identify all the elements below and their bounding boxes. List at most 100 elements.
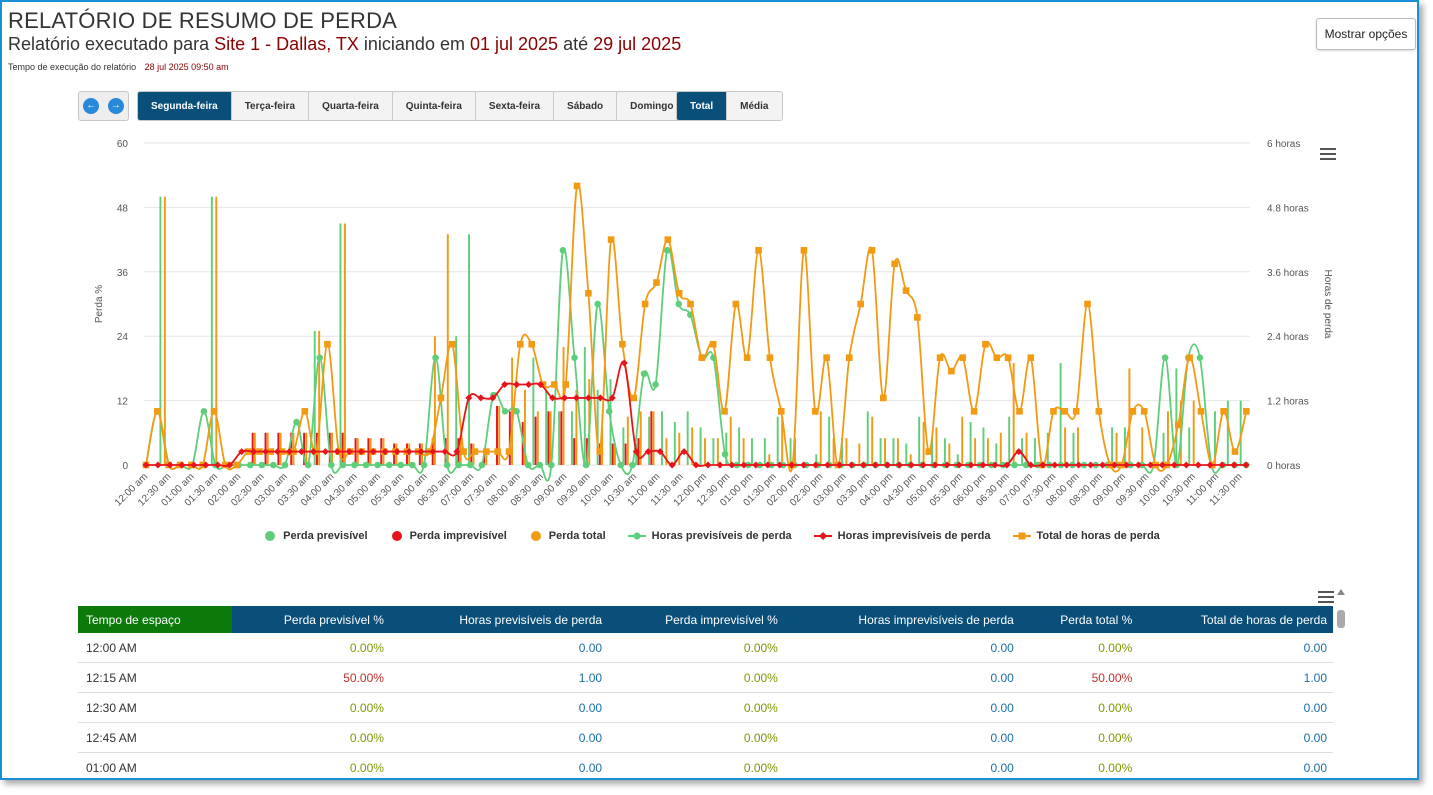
arrow-left-icon[interactable]: ← <box>83 98 100 114</box>
point-2-56 <box>777 408 785 415</box>
tab-day-3[interactable]: Quinta-feira <box>392 92 476 120</box>
bar-2-36 <box>614 443 616 465</box>
bar-0-83 <box>1213 411 1216 465</box>
table-cell: 0.00% <box>232 633 390 663</box>
bar-0-40 <box>660 411 663 465</box>
table-cell: 0.00% <box>1019 752 1139 778</box>
bar-2-32 <box>562 346 565 465</box>
bar-2-44 <box>716 438 719 465</box>
column-header-5[interactable]: Perda total % <box>1019 606 1139 633</box>
tab-mode-1[interactable]: Média <box>727 92 782 120</box>
point-1-41 <box>632 448 640 456</box>
table-cell: 0.00 <box>1138 692 1333 723</box>
legend-item-5[interactable]: Total de horas de perda <box>1012 530 1160 542</box>
point-2-47 <box>675 289 683 297</box>
point-0-38 <box>582 461 590 469</box>
legend-label: Perda imprevisível <box>409 530 507 542</box>
point-0-16 <box>327 461 335 469</box>
bar-0-81 <box>1188 427 1191 465</box>
legend-item-4[interactable]: Horas imprevisíveis de perda <box>813 530 991 542</box>
bar-2-61 <box>935 427 938 465</box>
table-cell: 0.00% <box>608 692 784 723</box>
tab-mode-0[interactable]: Total <box>677 92 728 120</box>
tab-day-5[interactable]: Sábado <box>554 92 618 120</box>
point-2-63 <box>857 300 864 308</box>
point-2-6 <box>210 408 218 415</box>
bar-0-69 <box>1033 438 1036 465</box>
legend-item-2[interactable]: Perda total <box>529 530 606 542</box>
tab-day-2[interactable]: Quarta-feira <box>309 92 393 120</box>
y-axis-label: Perda % <box>94 285 105 323</box>
tab-day-6[interactable]: Domingo <box>617 92 687 120</box>
legend-item-3[interactable]: Horas previsíveis de perda <box>627 530 792 542</box>
table-scrollbar[interactable] <box>1336 588 1346 778</box>
bar-1-8 <box>251 432 254 465</box>
tab-day-4[interactable]: Sexta-feira <box>475 92 555 120</box>
legend-item-1[interactable]: Perda imprevisível <box>390 530 507 542</box>
bar-1-36 <box>611 443 614 465</box>
tab-day-1[interactable]: Terça-feira <box>231 92 310 120</box>
y2-tick-label: 1.2 horas <box>1267 397 1309 408</box>
bar-2-65 <box>986 438 989 465</box>
table-cell: 12:15 AM <box>78 662 232 693</box>
bar-2-31 <box>549 411 552 465</box>
arrow-right-icon[interactable]: → <box>107 98 124 114</box>
point-0-9 <box>246 461 254 469</box>
point-1-89 <box>1206 461 1214 469</box>
bar-1-33 <box>573 438 576 465</box>
tab-day-0[interactable]: Segunda-feira <box>138 92 232 120</box>
column-header-3[interactable]: Perda imprevisível % <box>608 606 784 633</box>
legend-item-0[interactable]: Perda previsível <box>263 530 368 542</box>
series-line-2 <box>145 183 1248 473</box>
point-1-21 <box>393 448 401 456</box>
bar-2-35 <box>601 427 604 465</box>
bar-0-5 <box>210 196 213 465</box>
bar-0-72 <box>1072 432 1075 465</box>
column-header-4[interactable]: Horas imprevisíveis de perda <box>783 606 1020 633</box>
point-1-81 <box>1110 461 1118 469</box>
column-header-1[interactable]: Perda previsível % <box>232 606 390 633</box>
point-1-3 <box>178 461 186 469</box>
point-1-27 <box>465 394 473 402</box>
point-0-19 <box>362 461 370 469</box>
point-2-96 <box>1231 448 1239 455</box>
table-menu-icon[interactable] <box>1318 591 1334 603</box>
column-header-0[interactable]: Tempo de espaço <box>78 606 232 633</box>
table-cell: 0.00% <box>1019 722 1139 753</box>
bar-0-35 <box>596 389 599 465</box>
point-1-33 <box>537 381 545 388</box>
point-2-14 <box>301 408 309 415</box>
bar-0-64 <box>969 422 972 465</box>
point-0-11 <box>270 461 277 469</box>
bar-0-66 <box>995 443 998 465</box>
point-0-42 <box>629 461 636 469</box>
legend-label: Horas previsíveis de perda <box>651 530 792 542</box>
table-cell: 0.00% <box>232 692 390 723</box>
exec-time-value: 28 jul 2025 09:50 am <box>144 62 229 72</box>
mode-tabs: Total Média <box>676 91 783 121</box>
point-1-45 <box>680 448 688 456</box>
table-cell: 12:45 AM <box>78 722 232 753</box>
point-1-66 <box>931 461 939 469</box>
column-header-2[interactable]: Horas previsíveis de perda <box>389 606 609 633</box>
point-2-78 <box>1027 354 1035 361</box>
point-2-55 <box>766 354 774 361</box>
subtitle-until: até <box>563 34 589 54</box>
table-row: 01:00 AM 0.00% 0.00 0.00% 0.00 0.00% 0.00 <box>78 752 1333 778</box>
bar-2-79 <box>1167 411 1169 465</box>
chart-menu-icon[interactable] <box>1320 148 1336 160</box>
point-2-37 <box>562 381 570 388</box>
point-1-76 <box>1051 461 1059 469</box>
bar-0-31 <box>545 389 548 465</box>
bar-2-42 <box>691 427 694 465</box>
column-header-6[interactable]: Total de horas de perda <box>1138 606 1333 633</box>
point-2-91 <box>1174 421 1182 429</box>
show-options-button[interactable]: Mostrar opções <box>1316 18 1416 50</box>
point-0-10 <box>258 461 266 469</box>
bar-0-33 <box>570 411 573 465</box>
point-1-65 <box>919 461 927 469</box>
point-0-40 <box>605 408 613 415</box>
point-0-76 <box>1022 461 1030 469</box>
bar-2-59 <box>909 454 912 465</box>
point-1-2 <box>166 461 174 469</box>
